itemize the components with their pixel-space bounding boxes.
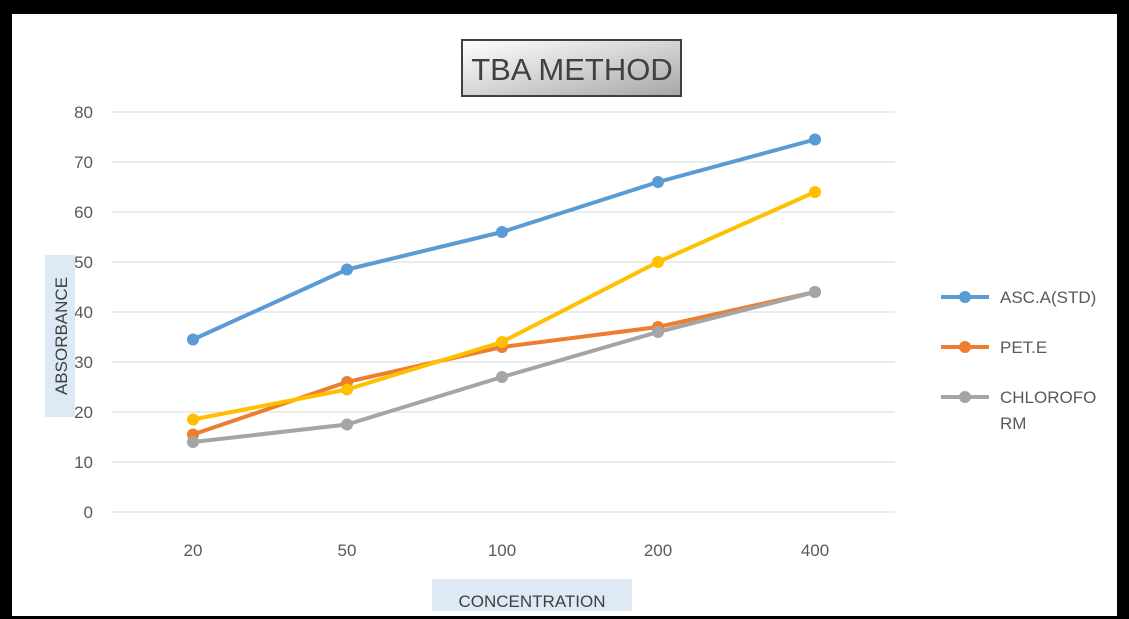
x-tick-label: 400 [801,541,829,560]
legend-item: CHLOROFO RM [941,388,1096,433]
series-layer [187,133,821,448]
chart-title: TBA METHOD [471,52,673,87]
series-0 [187,133,821,346]
data-point [496,371,508,383]
y-tick-label: 60 [74,203,93,222]
data-point [187,413,199,426]
x-axis-title: CONCENTRATION [432,579,632,611]
data-point [341,418,353,431]
x-axis-label: CONCENTRATION [458,592,605,611]
data-point [187,436,199,448]
legend-swatch-marker [959,291,971,303]
y-tick-label: 40 [74,303,93,322]
y-tick-label: 10 [74,453,93,472]
gridlines [112,111,895,513]
y-axis-label: ABSORBANCE [52,277,71,395]
legend-swatch-marker [959,341,971,353]
series-1 [187,286,821,441]
data-point [496,336,508,348]
legend-item: PET.E [941,338,1047,357]
series-line [191,290,817,437]
y-tick-label: 70 [74,153,93,172]
series-line [191,137,817,342]
data-point [809,286,821,298]
data-point [187,333,199,346]
data-point [496,226,508,238]
series-3 [187,286,821,448]
y-tick-label: 20 [74,403,93,422]
legend-swatch-marker [959,391,971,403]
y-axis-title: ABSORBANCE [45,255,75,417]
chart-title-box: TBA METHOD [461,39,682,97]
data-point [809,133,821,146]
legend-label: PET.E [1000,338,1047,357]
data-point [652,256,664,268]
series-line [191,290,817,444]
y-tick-label: 80 [74,103,93,122]
x-tick-labels: 20 50 100 200 400 [184,541,830,560]
x-tick-label: 50 [338,541,357,560]
legend-label: CHLOROFO RM [1000,388,1096,433]
legend-item: ASC.A(STD) [941,288,1096,307]
data-point [809,186,821,198]
series-line [191,190,817,422]
y-tick-label: 0 [84,503,93,522]
data-point [341,383,353,396]
data-point [341,263,353,276]
data-point [652,176,664,188]
x-tick-label: 20 [184,541,203,560]
y-tick-label: 50 [74,253,93,272]
x-tick-label: 200 [644,541,672,560]
data-point [652,326,664,338]
legend: ASC.A(STD) PET.E CHLOROFO RM [941,288,1096,433]
y-tick-labels: 0 10 20 30 40 50 60 70 80 [74,103,93,522]
legend-label: ASC.A(STD) [1000,288,1096,307]
x-tick-label: 100 [488,541,516,560]
series-2 [187,186,821,426]
y-tick-label: 30 [74,353,93,372]
